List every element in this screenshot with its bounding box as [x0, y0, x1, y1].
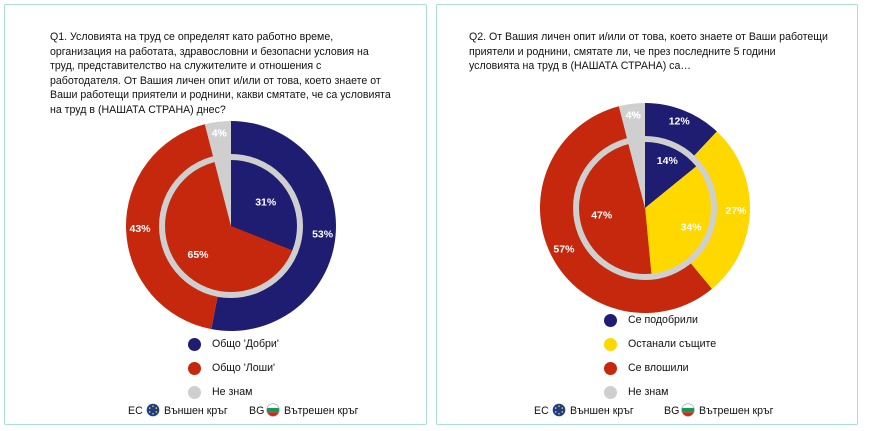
q1-panel: Q1. Условията на труд се определят като … — [4, 4, 427, 425]
q2-panel: Q2. От Вашия личен опит и/или от това, к… — [436, 4, 858, 425]
legend-label: Общо 'Добри' — [212, 338, 279, 350]
good-swatch — [188, 338, 201, 351]
legend-label: Се влошили — [628, 362, 689, 374]
outer-value-label-3: 4% — [626, 110, 642, 122]
inner-slice-1 — [161, 159, 296, 296]
q2-question: Q2. От Вашия личен опит и/или от това, к… — [469, 31, 828, 73]
legend-label: Се подобрили — [628, 314, 698, 326]
q1-pie-chart: 53%43%4%31%65%4% — [126, 121, 336, 331]
inner-circle-label: Вътрешен кръг — [284, 405, 359, 417]
eu-code: ЕС — [534, 405, 549, 417]
bad-swatch — [188, 362, 201, 375]
eu-flag-icon — [552, 403, 566, 417]
q2-pie-chart: 12%27%57%4%14%34%47%4% — [539, 103, 750, 314]
outer-value-label-1: 43% — [129, 223, 151, 235]
legend-label: Общо 'Лоши' — [212, 362, 276, 374]
legend-label: Не знам — [628, 386, 669, 398]
inner-value-label-3: 4% — [626, 110, 642, 122]
outer-value-label-2: 4% — [212, 128, 228, 140]
legend-label: Останали същите — [628, 338, 717, 350]
inner-value-label-0: 31% — [255, 196, 277, 208]
inner-circle-label: Вътрешен кръг — [699, 405, 774, 417]
q1-question: Q1. Условията на труд се определят като … — [50, 31, 391, 116]
inner-slice-2 — [575, 141, 652, 278]
outer-circle-label: Външен кръг — [570, 405, 634, 417]
inner-value-label-2: 4% — [212, 128, 228, 140]
bulgaria-flag-icon — [266, 403, 280, 417]
inner-value-label-0: 14% — [657, 155, 679, 167]
outer-circle-label: Външен кръг — [164, 405, 228, 417]
inner-slice-1 — [645, 164, 714, 277]
eu-code: ЕС — [128, 405, 143, 417]
improved-swatch — [604, 314, 617, 327]
inner-slice-3 — [627, 139, 645, 208]
legend-label: Не знам — [212, 386, 253, 398]
same-swatch — [604, 338, 617, 351]
inner-value-label-2: 47% — [591, 210, 613, 222]
outer-value-label-2: 57% — [553, 243, 575, 255]
bulgaria-flag-icon — [681, 403, 695, 417]
worse-swatch — [604, 362, 617, 375]
inner-value-label-1: 65% — [187, 249, 209, 261]
dontknow-swatch — [604, 386, 617, 399]
bg-code: BG — [664, 405, 680, 417]
inner-ring-outline — [573, 136, 717, 280]
inner-ring-outline — [159, 154, 303, 298]
inner-slice-2 — [213, 157, 231, 226]
eu-flag-icon — [146, 403, 160, 417]
bg-code: BG — [249, 405, 265, 417]
outer-value-label-0: 12% — [669, 116, 691, 128]
outer-value-label-1: 27% — [725, 205, 747, 217]
inner-slice-0 — [645, 139, 699, 208]
inner-value-label-1: 34% — [681, 221, 703, 233]
outer-value-label-0: 53% — [312, 229, 334, 241]
dontknow-swatch — [188, 386, 201, 399]
